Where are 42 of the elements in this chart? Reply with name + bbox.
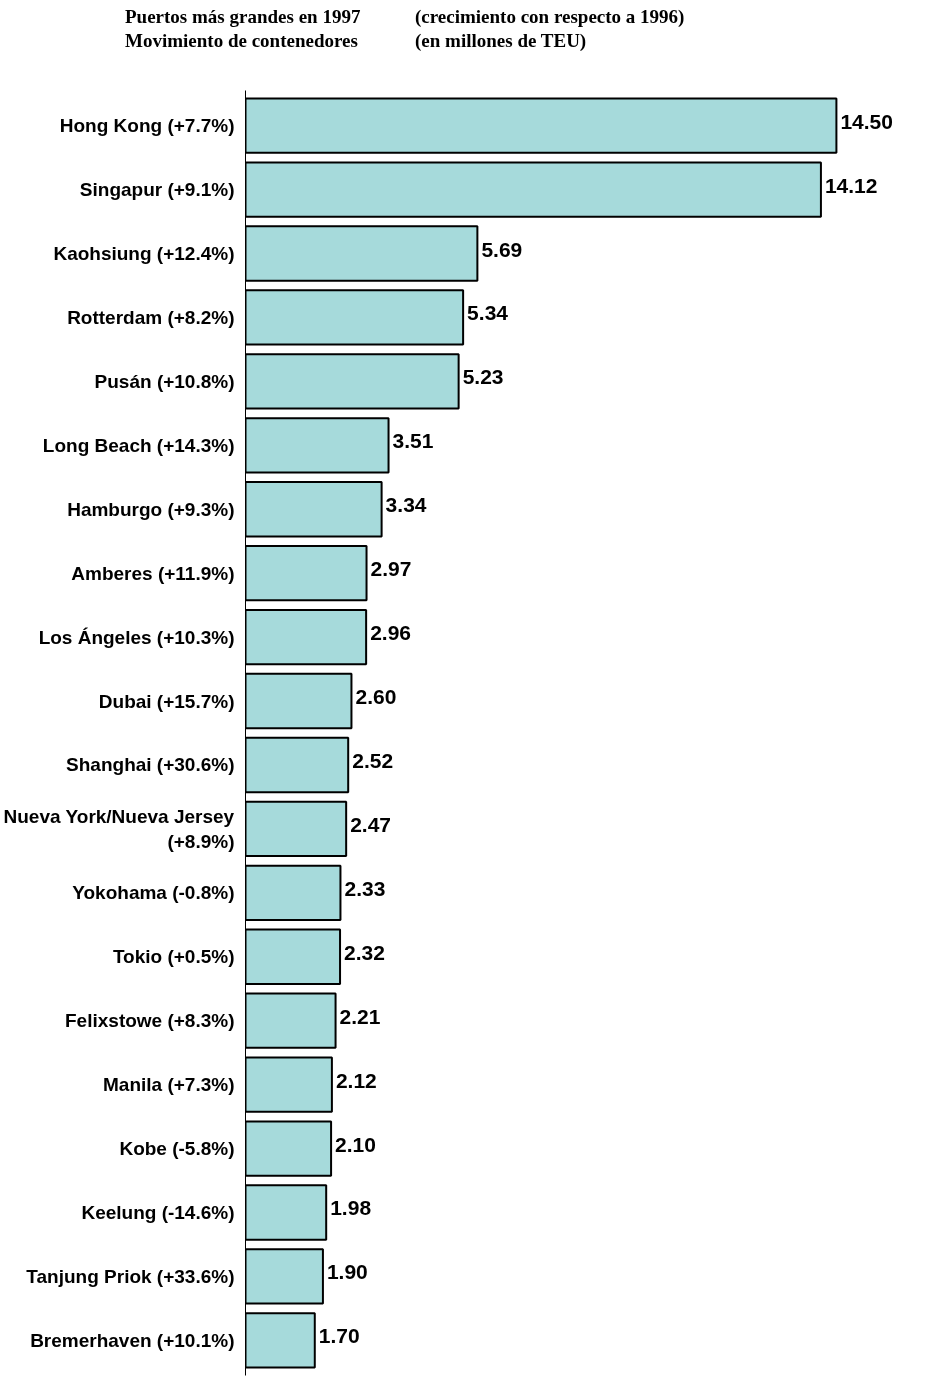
y-tick-label: Rotterdam (+8.2%) — [67, 306, 235, 328]
data-label: 2.60 — [355, 685, 397, 709]
y-tick-label: Kobe (-5.8%) — [119, 1138, 235, 1160]
data-label: 5.34 — [467, 301, 509, 325]
data-label: 2.10 — [335, 1132, 376, 1156]
y-tick-label: Kaohsiung (+12.4%) — [53, 243, 235, 265]
y-tick-label: Pusán (+10.8%) — [94, 370, 235, 392]
y-tick-label: Manila (+7.3%) — [103, 1074, 235, 1096]
data-label: 2.32 — [344, 940, 385, 964]
y-tick-label: Los Ángeles (+10.3%) — [38, 626, 235, 648]
data-label: 3.34 — [385, 493, 427, 517]
y-tick-label: Hamburgo (+9.3%) — [67, 498, 235, 520]
y-tick-label: Tokio (+0.5%) — [112, 946, 235, 968]
data-label: 14.12 — [824, 173, 878, 197]
y-tick-label: Yokohama (-0.8%) — [72, 882, 235, 904]
data-label: 2.52 — [352, 748, 394, 772]
data-label: 3.51 — [392, 429, 434, 453]
y-tick-label: Felixstowe (+8.3%) — [65, 1010, 235, 1032]
data-label: 2.21 — [339, 1004, 381, 1028]
data-label: 14.50 — [840, 109, 893, 133]
y-tick-label: Long Beach (+14.3%) — [42, 434, 235, 456]
chart-title: Puertos más grandes en 1997 Movimiento de contenedores — [125, 5, 362, 53]
data-label: 5.69 — [481, 237, 523, 261]
data-label: 1.70 — [318, 1324, 360, 1348]
y-tick-label: Shanghai (+30.6%) — [66, 754, 235, 776]
data-label: 1.90 — [326, 1260, 368, 1284]
y-tick-label: Dubai (+15.7%) — [98, 690, 235, 712]
y-tick-label: Hong Kong (+7.7%) — [59, 115, 235, 137]
data-label: 2.12 — [335, 1068, 377, 1092]
data-label: 2.96 — [370, 621, 411, 645]
y-tick-label: Bremerhaven (+10.1%) — [30, 1329, 235, 1351]
y-tick-label: Tanjung Priok (+33.6%) — [26, 1265, 235, 1287]
data-label: 5.23 — [462, 365, 504, 389]
y-tick-label: Nueva York/Nueva Jersey (+8.9%) — [3, 805, 235, 852]
y-tick-label: Singapur (+9.1%) — [79, 179, 235, 201]
y-tick-label: Amberes (+11.9%) — [71, 562, 235, 584]
y-tick-label: Keelung (-14.6%) — [81, 1201, 235, 1223]
data-label: 2.47 — [350, 812, 392, 836]
data-label: 1.98 — [330, 1196, 372, 1220]
data-label: 2.33 — [344, 876, 386, 900]
chart-subtitle: (crecimiento con respecto a 1996) (en millones de TEU) — [415, 5, 685, 53]
data-label: 2.97 — [370, 557, 412, 581]
